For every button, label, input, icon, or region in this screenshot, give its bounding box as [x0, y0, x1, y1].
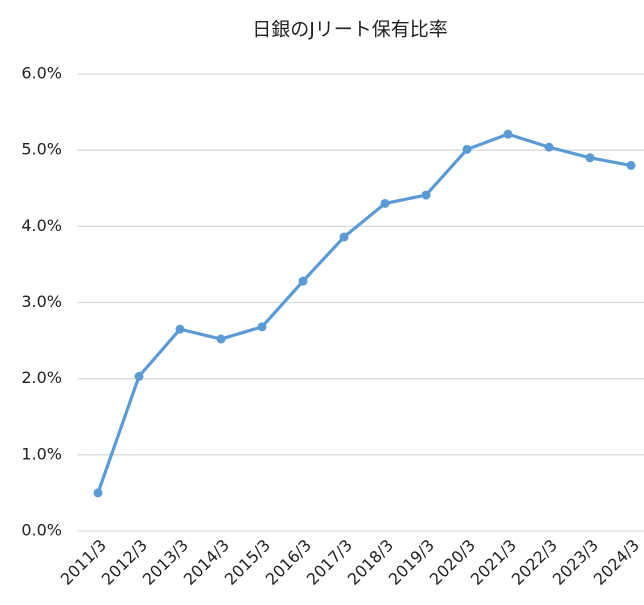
- point: [175, 324, 185, 334]
- y-tick-label: 3.0%: [21, 292, 62, 311]
- x-tick-label: 2024/3: [590, 536, 643, 589]
- point: [339, 232, 349, 242]
- chart-title: 日銀のJリート保有比率: [252, 19, 448, 41]
- point: [585, 153, 595, 163]
- point: [544, 142, 554, 152]
- point: [216, 334, 226, 344]
- y-tick-label: 5.0%: [21, 140, 62, 159]
- y-tick-label: 1.0%: [21, 444, 62, 463]
- y-tick-label: 0.0%: [21, 521, 62, 540]
- point: [257, 322, 267, 332]
- y-tick-label: 6.0%: [21, 64, 62, 83]
- point: [298, 276, 308, 286]
- y-tick-label: 4.0%: [21, 216, 62, 235]
- point: [626, 160, 636, 170]
- point: [380, 198, 390, 208]
- point: [421, 190, 431, 200]
- line: [96, 132, 632, 494]
- y-tick-label: 2.0%: [21, 368, 62, 387]
- point: [503, 129, 513, 139]
- point: [93, 488, 103, 498]
- point: [462, 144, 472, 154]
- point: [134, 371, 144, 381]
